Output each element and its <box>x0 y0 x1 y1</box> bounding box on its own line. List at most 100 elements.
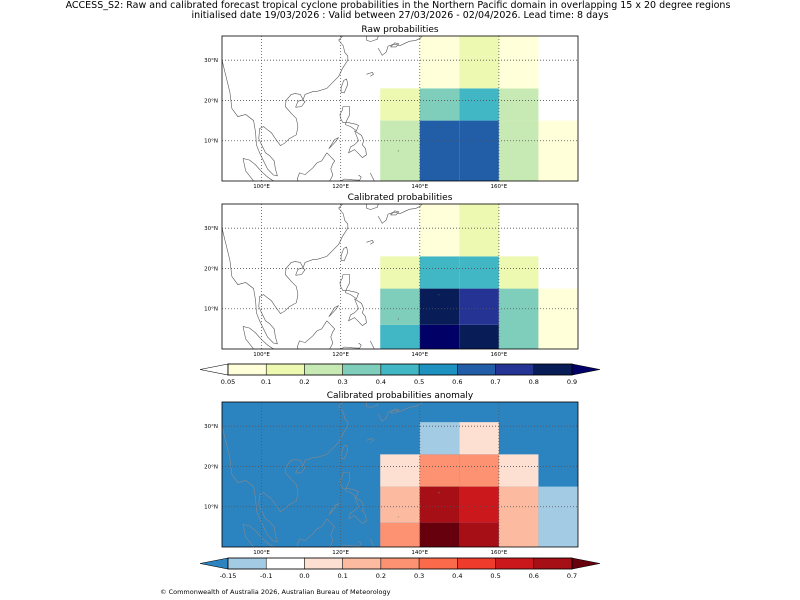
heatmap-cell <box>380 522 420 547</box>
heatmap-cell <box>419 224 460 257</box>
plot-area <box>222 36 578 181</box>
colorbar-tick-label: 0.5 <box>490 572 500 580</box>
coastline <box>328 137 339 150</box>
heatmap-cell <box>538 486 578 547</box>
colorbar-tick-label: -0.1 <box>260 572 273 580</box>
heatmap-cell <box>498 36 539 57</box>
colorbar-segment <box>418 557 458 570</box>
x-tick-label: 100°E <box>253 184 270 190</box>
coastline <box>390 408 400 414</box>
y-tick-label: 10°N <box>204 505 218 511</box>
heatmap-cell <box>498 120 539 181</box>
heatmap-cell <box>419 522 460 547</box>
colorbar-segment <box>380 557 420 570</box>
heatmap-cell <box>419 454 460 487</box>
colorbar-tick-label: 0.6 <box>529 572 539 580</box>
heatmap-cell <box>380 256 420 289</box>
heatmap-cell <box>380 454 420 487</box>
heatmap-cell <box>459 256 499 289</box>
colorbar-segment <box>342 363 382 376</box>
colorbar-segment <box>533 557 573 570</box>
heatmap-cell <box>419 204 460 225</box>
heatmap-cell <box>498 88 539 121</box>
x-tick-label: 140°E <box>411 184 428 190</box>
y-tick-label: 20°N <box>204 464 218 470</box>
colorbar-segment <box>418 363 458 376</box>
colorbar-extend-max <box>571 363 601 376</box>
colorbar-segment <box>533 363 573 376</box>
y-tick-label: 10°N <box>204 307 218 313</box>
heatmap-cell <box>419 56 460 89</box>
x-tick-label: 140°E <box>411 550 428 556</box>
coastline <box>438 293 440 296</box>
colorbar-tick-label: 0.8 <box>529 378 539 386</box>
coastline <box>295 99 306 108</box>
coastline <box>340 540 362 547</box>
heatmap-cell <box>380 486 420 523</box>
colorbar-frame <box>227 363 573 376</box>
x-tick-label: 160°E <box>491 184 508 190</box>
heatmap-cell <box>459 422 499 455</box>
heatmap-cell <box>459 522 499 547</box>
heatmap-cell <box>380 88 420 121</box>
colorbar-segment <box>304 363 343 376</box>
anomaly-panel: Calibrated probabilities anomaly 100°E 120… <box>204 391 579 556</box>
coastline <box>242 524 274 547</box>
coastline <box>340 444 349 460</box>
heatmap-cell <box>498 256 539 289</box>
coastline <box>370 172 375 181</box>
coastline <box>295 267 306 276</box>
coastline <box>222 36 349 177</box>
colorbar-tick-label: 0.5 <box>414 378 424 386</box>
x-tick-label: 120°E <box>332 352 349 358</box>
y-tick-label: 30°N <box>204 424 218 430</box>
heatmap-cell <box>459 486 499 523</box>
y-tick-label: 20°N <box>204 266 218 272</box>
colorbar-tick-label: 0.1 <box>261 378 271 386</box>
y-tick-label: 10°N <box>204 139 218 145</box>
coastline <box>339 106 359 132</box>
coastline <box>340 246 349 262</box>
coastline <box>296 152 336 181</box>
colorbar-extend-min <box>199 557 229 570</box>
coastline <box>348 298 367 326</box>
plot-area <box>222 402 578 547</box>
colorbar-segment <box>227 557 267 570</box>
colorbar-tick-label: 0.7 <box>490 378 500 386</box>
figure-title-line1: ACCESS_S2: Raw and calibrated forecast t… <box>66 0 731 11</box>
coastline <box>328 503 339 516</box>
coastline <box>370 340 375 349</box>
heatmap-cell <box>459 56 499 89</box>
colorbar-tick-label: 0.3 <box>414 572 424 580</box>
coastline <box>390 42 400 48</box>
colorbar-segment <box>342 557 382 570</box>
coastline <box>295 465 306 474</box>
colorbar-tick-label: 0.3 <box>337 378 347 386</box>
coastline <box>339 274 359 300</box>
colorbar-tick-label: 0.2 <box>299 378 309 386</box>
heatmap-cell <box>459 324 499 349</box>
heatmap-cell <box>538 288 578 349</box>
heatmap-cell <box>419 256 460 289</box>
heatmap-cell <box>498 288 539 349</box>
heatmap-cell <box>419 120 460 181</box>
heatmap-cell <box>459 36 499 57</box>
coastline <box>340 174 362 181</box>
colorbar-segment <box>457 363 496 376</box>
colorbar-tick-label: 0.9 <box>567 378 577 386</box>
anomaly-colorbar: -0.15 -0.1 0.0 0.1 0.2 0.3 0.4 0.5 0.6 0.7 <box>199 557 601 580</box>
colorbar-tick-label: -0.15 <box>220 572 237 580</box>
colorbar-tick-label: 0.05 <box>221 378 235 386</box>
coastline <box>339 472 359 498</box>
colorbar-segment <box>495 363 535 376</box>
heatmap-cell <box>459 454 499 487</box>
coastline <box>242 158 274 181</box>
heatmap-cell <box>459 224 499 257</box>
colorbar-segment <box>304 557 343 570</box>
colorbar-tick-label: 0.4 <box>452 572 462 580</box>
x-tick-label: 120°E <box>332 184 349 190</box>
heatmap-cell <box>459 88 499 121</box>
panel-title: Calibrated probabilities anomaly <box>327 391 474 401</box>
plot-area <box>222 204 578 349</box>
